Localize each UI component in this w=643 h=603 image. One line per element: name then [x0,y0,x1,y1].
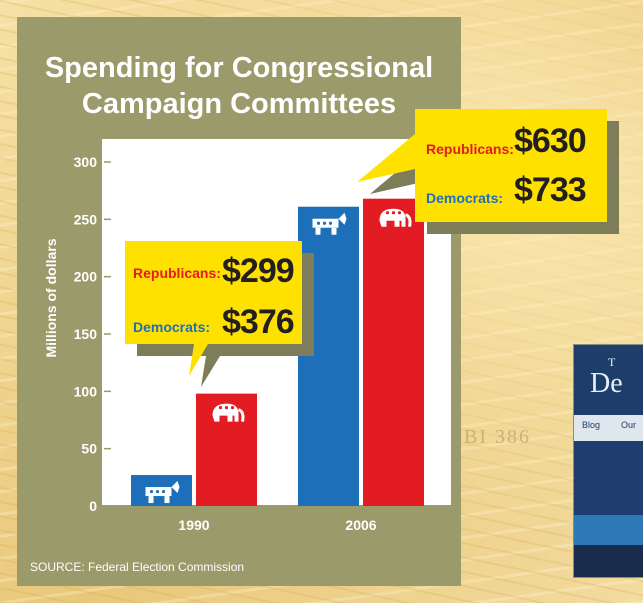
donkey-icon [145,481,180,504]
callout-2006-republicans-label: Republicans: [426,141,514,157]
y-tick-label: 200 [74,269,98,285]
callout-2006-democrats-label: Democrats: [426,190,504,206]
website-thumbnail [573,344,643,578]
y-tick-label: 250 [74,211,98,227]
callout-box-2006 [357,109,607,222]
x-axis-ticks: 1990 2006 [178,517,376,533]
callout-1990-republicans-label: Republicans: [133,265,221,281]
callout-2006-democrats-value: $733 [514,171,587,209]
y-tick-label: 0 [89,498,97,514]
callout-1990-democrats-label: Democrats: [133,319,211,335]
bar-democrats-2006 [298,206,359,506]
x-tick-label: 1990 [178,517,209,533]
website-nav-blog: Blog [582,420,601,430]
elephant-icon [379,208,412,227]
chart-title-line-2: Campaign Committees [81,88,397,120]
callout-box-1990 [125,241,302,376]
y-axis-ticks: 0 50 100 150 200 250 300 [74,154,111,514]
source-note: SOURCE: Federal Election Commission [30,560,245,574]
y-tick-label: 150 [74,326,98,342]
callout-1990-democrats-value: $376 [222,303,295,341]
elephant-icon [212,403,245,422]
website-nav-our: Our [621,420,637,430]
website-title: De [590,368,623,399]
bar-republicans-2006 [363,198,424,506]
x-tick-label: 2006 [345,517,376,533]
donkey-icon [312,212,347,235]
callout-2006-republicans-value: $630 [514,122,587,160]
chart-title-line-1: Spending for Congressional [44,52,434,84]
y-tick-label: 300 [74,154,98,170]
bars [131,198,424,506]
website-title-small: T [608,355,616,369]
callout-boxes [125,109,619,387]
y-tick-label: 50 [81,441,97,457]
bill-serial-number: BI 386 [464,426,531,448]
chart-title: Spending for Congressional Campaign Comm… [17,50,461,122]
y-tick-label: 100 [74,383,98,399]
callout-1990-republicans-value: $299 [222,252,295,290]
